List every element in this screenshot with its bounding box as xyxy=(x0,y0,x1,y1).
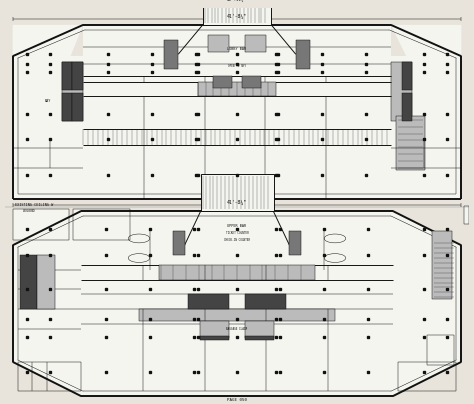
Text: TICKET COUNTER: TICKET COUNTER xyxy=(226,231,248,235)
Bar xyxy=(62,62,83,121)
Bar xyxy=(212,76,232,88)
Bar xyxy=(208,35,229,52)
Bar xyxy=(200,337,229,340)
Bar xyxy=(198,82,276,97)
Text: UPPER BAR: UPPER BAR xyxy=(228,224,246,228)
Bar xyxy=(173,231,185,255)
Bar xyxy=(391,56,461,199)
Bar xyxy=(200,321,229,339)
Bar xyxy=(289,231,301,255)
Text: BAY: BAY xyxy=(45,99,51,103)
Text: OPEN TO SKY: OPEN TO SKY xyxy=(228,64,246,68)
Bar xyxy=(427,335,455,365)
Bar xyxy=(73,209,130,240)
Bar xyxy=(391,62,412,121)
Bar xyxy=(401,93,412,121)
Text: LEGEND: LEGEND xyxy=(22,209,35,213)
Bar xyxy=(13,245,81,362)
Bar xyxy=(296,40,310,69)
Bar xyxy=(188,294,229,309)
Bar xyxy=(465,206,469,224)
Bar xyxy=(19,255,37,309)
Bar xyxy=(432,231,452,299)
Bar xyxy=(62,93,73,121)
Text: 41'-8¾": 41'-8¾" xyxy=(227,13,247,19)
Bar xyxy=(62,62,73,90)
Bar xyxy=(245,321,274,339)
Bar xyxy=(73,62,83,90)
Text: EXISTING CEILING W: EXISTING CEILING W xyxy=(15,203,53,207)
Text: CHECK-IN COUNTER: CHECK-IN COUNTER xyxy=(224,238,250,242)
Text: 41'-8¾": 41'-8¾" xyxy=(227,200,247,205)
Text: PAGE 050: PAGE 050 xyxy=(227,398,247,402)
Bar xyxy=(201,174,274,211)
Bar xyxy=(245,35,266,52)
Bar xyxy=(398,362,456,391)
Bar xyxy=(245,337,274,340)
Polygon shape xyxy=(13,211,461,396)
Text: LOBBY BAR: LOBBY BAR xyxy=(228,47,246,51)
Bar xyxy=(18,362,81,391)
Bar xyxy=(245,294,286,309)
Bar xyxy=(401,62,412,90)
Bar xyxy=(203,0,271,25)
Text: BAGGAGE CLAIM: BAGGAGE CLAIM xyxy=(227,326,247,330)
Text: 40'-11¾": 40'-11¾" xyxy=(227,0,247,2)
Bar xyxy=(242,76,262,88)
Bar xyxy=(13,56,83,199)
Polygon shape xyxy=(13,25,461,199)
Bar xyxy=(37,255,55,309)
Bar xyxy=(139,309,335,321)
Bar xyxy=(159,265,315,280)
Bar xyxy=(83,25,391,199)
Bar xyxy=(393,245,461,362)
Bar xyxy=(13,209,70,240)
Bar xyxy=(164,40,178,69)
Bar xyxy=(73,93,83,121)
Bar xyxy=(396,116,425,170)
